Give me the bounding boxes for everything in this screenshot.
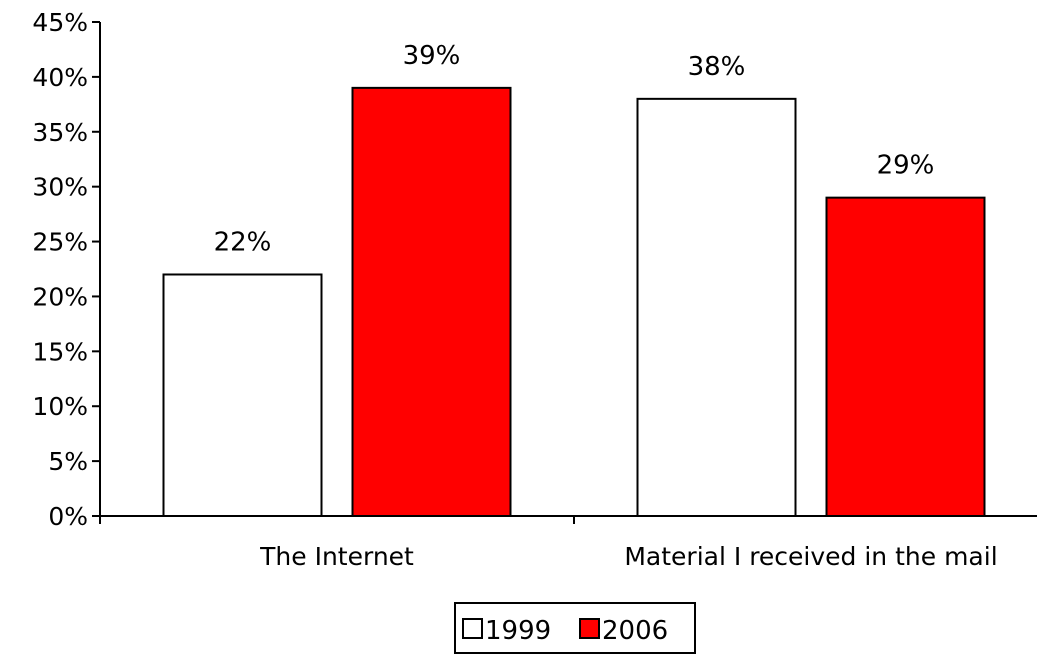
y-axis: 0% 5% 10% 15% 20% 25% 30% 35% 40% 45% [32, 8, 101, 531]
y-tick-label: 25% [32, 228, 88, 257]
data-labels: 22% 39% 38% 29% [214, 41, 935, 258]
legend-label-1999: 1999 [485, 616, 551, 646]
data-label-2006-1: 39% [403, 41, 461, 71]
y-tick-label: 5% [48, 447, 88, 476]
bar-2006-2 [825, 196, 986, 517]
data-label-1999-1: 22% [214, 227, 272, 257]
bar-1999-1 [162, 273, 323, 517]
bar-2006-1 [351, 86, 512, 517]
y-tick-label: 45% [32, 8, 88, 37]
x-axis [99, 515, 1037, 524]
data-label-1999-2: 38% [688, 52, 746, 82]
y-tick-label: 10% [32, 392, 88, 421]
y-tick-label: 15% [32, 337, 88, 366]
legend-swatch-2006 [579, 618, 600, 639]
y-tick-label: 30% [32, 173, 88, 202]
legend: 1999 2006 [454, 602, 696, 654]
legend-label-2006: 2006 [602, 616, 668, 646]
category-labels: The Internet Material I received in the m… [259, 542, 998, 571]
y-tick-label: 0% [48, 502, 88, 531]
data-label-2006-2: 29% [877, 151, 935, 181]
bar-1999-2 [636, 97, 797, 517]
legend-swatch-1999 [462, 618, 483, 639]
y-tick-label: 20% [32, 282, 88, 311]
y-tick-label: 40% [32, 63, 88, 92]
y-tick-label: 35% [32, 118, 88, 147]
legend-box [454, 602, 696, 654]
category-label: The Internet [259, 542, 414, 571]
category-label: Material I received in the mail [624, 542, 997, 571]
bars [162, 86, 986, 517]
